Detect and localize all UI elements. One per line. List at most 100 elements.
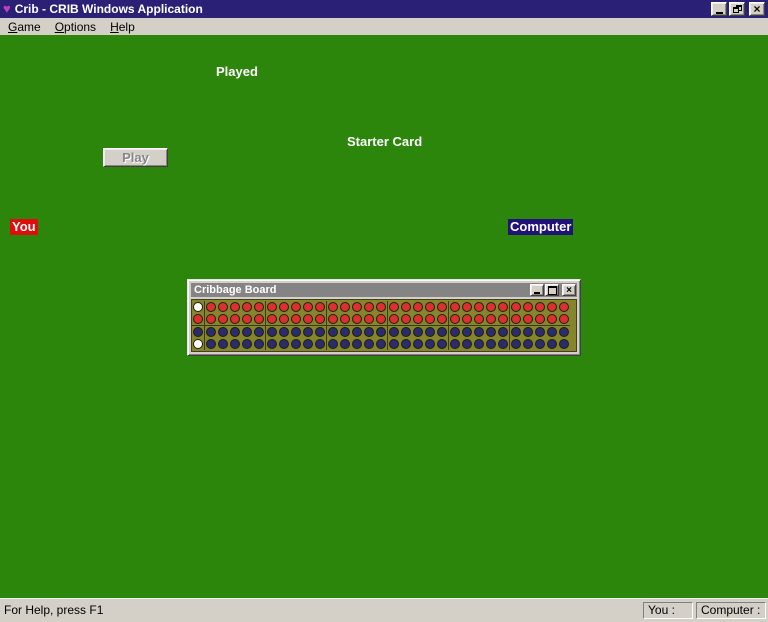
peg-hole-red [486,314,496,324]
peg-row [449,338,509,350]
menu-item-options[interactable]: Options [48,19,103,35]
peg-hole-navy [523,339,533,349]
restore-button[interactable] [729,2,745,16]
peg-hole-navy [462,327,472,337]
peg-hole-navy [450,339,460,349]
peg-row [266,326,326,338]
peg-hole-navy [511,327,521,337]
peg-hole-red [193,314,203,324]
peg-hole-navy [559,327,569,337]
close-button[interactable]: × [749,2,765,16]
play-button[interactable]: Play [103,148,168,167]
board-close-button[interactable]: × [562,284,576,296]
peg-hole-red [511,314,521,324]
peg-hole-navy [340,339,350,349]
board-maximize-icon [547,285,557,295]
board-title-bar[interactable]: Cribbage Board × [191,283,577,297]
peg-hole-navy [535,339,545,349]
peg-hole-red [462,302,472,312]
peg-hole-navy [413,339,423,349]
peg-hole-navy [474,327,484,337]
game-table: Played Starter Card Play You Computer Cr… [0,35,768,598]
peg-hole-navy [535,327,545,337]
peg-hole-red [376,302,386,312]
peg-hole-red [279,302,289,312]
peg-hole-red [376,314,386,324]
peg-hole-red [450,314,460,324]
peg-hole-red [218,314,228,324]
peg-row [388,338,448,350]
peg-hole-red [352,314,362,324]
peg-hole-navy [437,339,447,349]
menu-item-game[interactable]: Game [1,19,48,35]
peg-hole-navy [291,327,301,337]
peg-hole-red [267,302,277,312]
peg-hole-white [193,302,203,312]
peg-hole-red [389,302,399,312]
app-heart-icon: ♥ [3,1,11,16]
status-bar: For Help, press F1 You : Computer : [0,598,768,622]
peg-hole-red [242,314,252,324]
peg-hole-navy [498,327,508,337]
board-close-icon: × [566,284,572,296]
minimize-button[interactable] [711,2,727,16]
peg-hole-navy [401,339,411,349]
peg-hole-red [535,314,545,324]
peg-hole-red [523,314,533,324]
window-controls: × [709,2,765,16]
peg-hole-navy [450,327,460,337]
peg-hole-red [328,314,338,324]
peg-row [192,326,204,338]
peg-hole-red [267,314,277,324]
peg-hole-navy [291,339,301,349]
peg-hole-red [279,314,289,324]
peg-hole-red [340,302,350,312]
peg-row [192,313,204,325]
peg-hole-navy [193,327,203,337]
peg-hole-red [254,314,264,324]
peg-hole-red [450,302,460,312]
menu-game-hotkey: G [8,19,18,34]
peg-hole-navy [242,339,252,349]
peg-hole-red [291,314,301,324]
peg-hole-red [474,314,484,324]
board-minimize-icon [534,292,540,294]
peg-hole-navy [254,339,264,349]
computer-label: Computer [508,219,574,235]
window-title: Crib - CRIB Windows Application [14,2,203,16]
peg-hole-red [425,314,435,324]
peg-row [266,338,326,350]
peg-row [192,301,204,313]
peg-hole-navy [498,339,508,349]
peg-hole-navy [389,339,399,349]
peg-hole-navy [523,327,533,337]
board-group [265,301,326,350]
peg-hole-red [230,314,240,324]
peg-hole-navy [303,339,313,349]
board-group [387,301,448,350]
restore-icon [732,5,742,13]
peg-row [327,326,387,338]
title-bar[interactable]: ♥ Crib - CRIB Windows Application × [0,0,768,18]
board-minimize-button[interactable] [530,284,544,296]
peg-hole-navy [559,339,569,349]
peg-row [510,338,570,350]
board-window-title: Cribbage Board [194,284,277,296]
menu-item-help[interactable]: Help [103,19,142,35]
board-group [204,301,265,350]
peg-row [388,313,448,325]
peg-hole-navy [413,327,423,337]
menu-options-rest: ptions [64,19,97,34]
peg-hole-navy [206,327,216,337]
peg-hole-navy [474,339,484,349]
peg-hole-navy [364,339,374,349]
peg-hole-navy [486,339,496,349]
peg-hole-navy [328,339,338,349]
board-group [509,301,570,350]
peg-hole-navy [303,327,313,337]
peg-hole-red [547,302,557,312]
peg-row [327,301,387,313]
peg-hole-navy [230,339,240,349]
board-maximize-button[interactable] [545,284,559,296]
peg-hole-red [206,314,216,324]
